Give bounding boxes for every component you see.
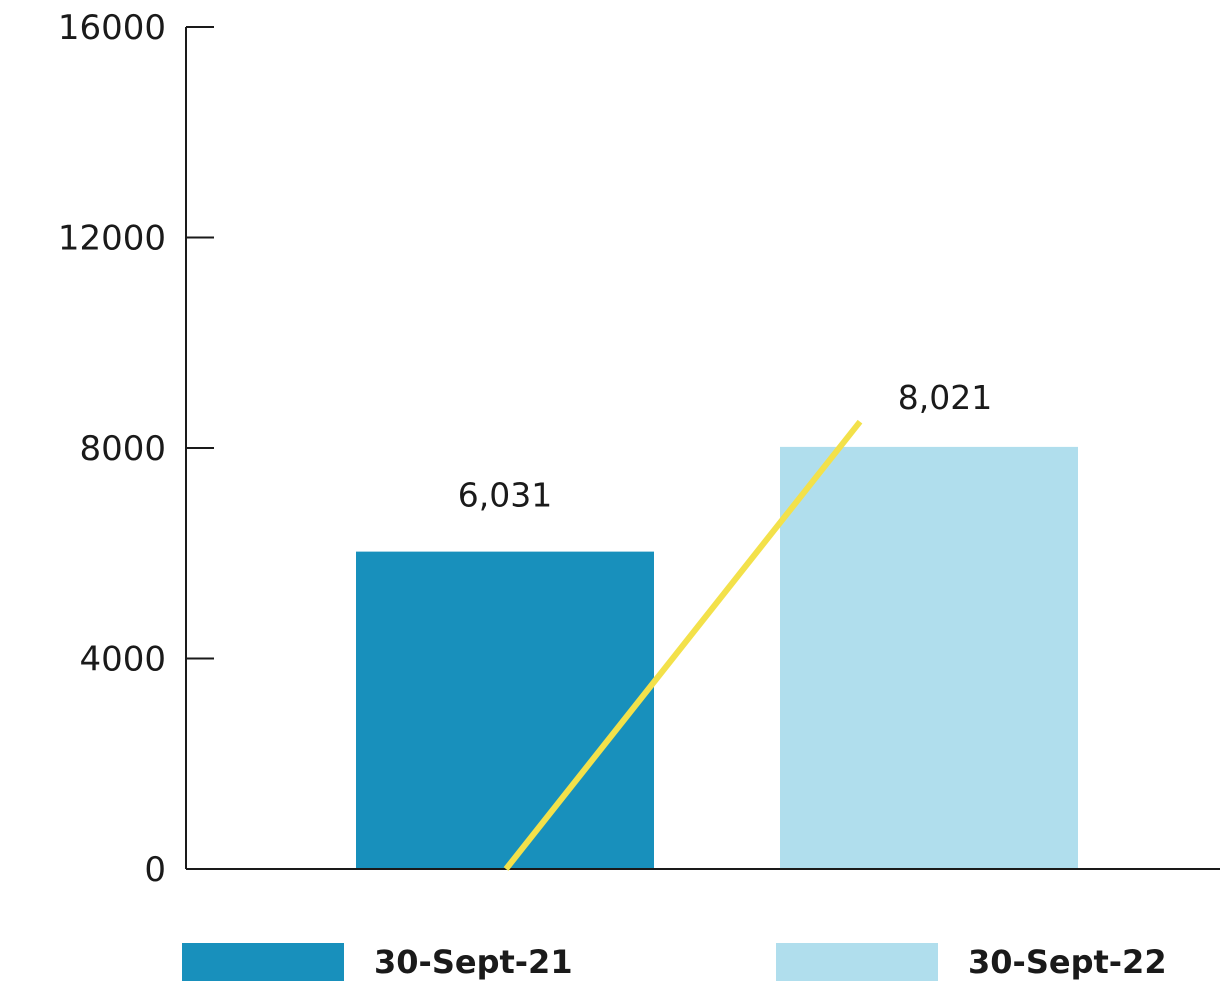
y-tick-label: 0 xyxy=(144,850,166,890)
legend-swatch-1 xyxy=(182,943,344,981)
legend-label-2: 30-Sept-22 xyxy=(968,943,1167,981)
data-label-2: 8,021 xyxy=(898,378,992,417)
legend-item-2: 30-Sept-22 xyxy=(776,940,1167,984)
trend-line xyxy=(503,419,863,871)
bars xyxy=(186,446,1220,870)
y-axis: 0 4000 8000 12000 16000 xyxy=(58,8,214,890)
trend-line-group xyxy=(503,419,863,871)
bar-2 xyxy=(780,446,1078,869)
bar-1 xyxy=(356,551,654,869)
legend-label-1: 30-Sept-21 xyxy=(374,943,573,981)
legend-item-1: 30-Sept-21 xyxy=(182,940,573,984)
y-tick-label: 8000 xyxy=(79,429,166,469)
bar-chart: 0 4000 8000 12000 16000 6,031 8,021 xyxy=(58,8,1220,890)
data-labels: 6,031 8,021 xyxy=(458,378,992,515)
data-label-1: 6,031 xyxy=(458,476,552,515)
y-tick-label: 4000 xyxy=(79,640,166,680)
y-tick-label: 16000 xyxy=(58,8,166,48)
legend-swatch-2 xyxy=(776,943,938,981)
y-tick-label: 12000 xyxy=(58,219,166,259)
